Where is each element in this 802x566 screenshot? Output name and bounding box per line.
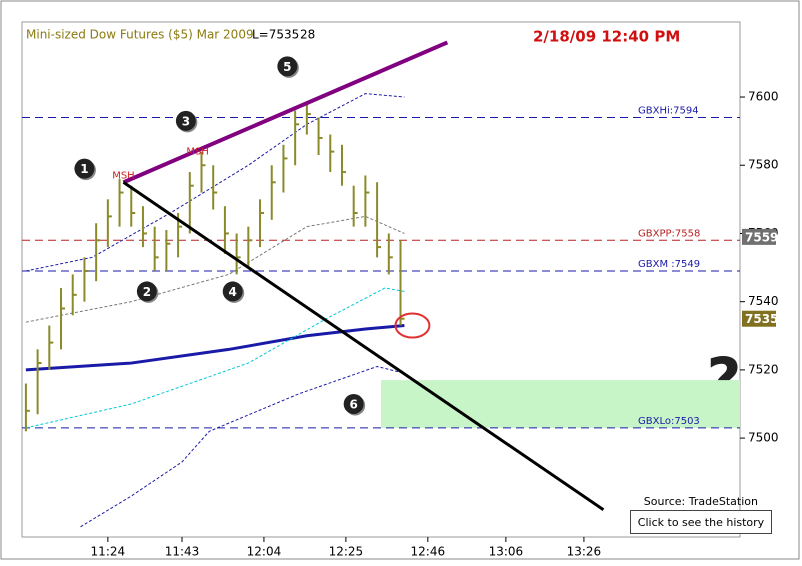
- trendline: [122, 181, 605, 511]
- plot-layer: [22, 40, 740, 528]
- chart-title: Mini-sized Dow Futures ($5) Mar 2009: [26, 28, 254, 42]
- callout-label: 3: [182, 114, 190, 128]
- overlay-line: [80, 365, 405, 528]
- annotation: MSH: [112, 170, 135, 181]
- callout-badge: [277, 56, 298, 77]
- callout-badge: [74, 158, 95, 179]
- history-button[interactable]: Click to see the history: [630, 510, 772, 534]
- price-tag-label: 7559: [745, 230, 778, 244]
- annotation: MSH: [186, 147, 209, 158]
- callout-badge: [136, 281, 157, 302]
- x-tick-label: 11:24: [91, 545, 126, 559]
- target-zone: [381, 380, 740, 428]
- callout-label: 2: [143, 285, 151, 299]
- callout-label: 5: [283, 60, 291, 74]
- overlay-line: [25, 287, 405, 429]
- callout-badge: [343, 393, 364, 414]
- callout-label: 4: [229, 285, 237, 299]
- y-tick-label: 7540: [748, 294, 779, 308]
- level-label: GBXPP:7558: [638, 228, 700, 239]
- level-label: GBXHi:7594: [638, 105, 699, 116]
- callout-badge: [175, 110, 196, 131]
- y-tick-label: 7600: [748, 90, 779, 104]
- callout-label: 6: [350, 397, 358, 411]
- last-price: L=7535: [252, 28, 299, 42]
- volume: 28: [300, 28, 315, 42]
- highlight-circle: [394, 312, 431, 339]
- callout-badge: [222, 281, 243, 302]
- overlay-line: [25, 324, 405, 372]
- price-tag-label: 7535: [745, 312, 778, 326]
- y-tick-label: 7500: [748, 431, 779, 445]
- x-tick-label: 13:06: [489, 545, 524, 559]
- y-tick-label: 7580: [748, 158, 779, 172]
- price-tag: [742, 310, 776, 327]
- overlay-line: [25, 215, 405, 323]
- overlay-line: [25, 93, 405, 272]
- x-tick-label: 13:26: [567, 545, 602, 559]
- x-tick-label: 11:43: [165, 545, 200, 559]
- timestamp: 2/18/09 12:40 PM: [533, 28, 680, 46]
- callout-label: 1: [80, 162, 88, 176]
- trendline: [122, 40, 449, 185]
- price-tag: [742, 228, 776, 245]
- level-label: GBXLo:7503: [638, 416, 700, 427]
- plot-area: [21, 21, 741, 538]
- source: Source: TradeStation: [644, 495, 758, 508]
- y-tick-label: 7520: [748, 362, 779, 376]
- level-label: GBXM :7549: [638, 259, 700, 270]
- x-tick-label: 12:46: [411, 545, 446, 559]
- x-tick-label: 12:04: [247, 545, 282, 559]
- x-tick-label: 12:25: [329, 545, 364, 559]
